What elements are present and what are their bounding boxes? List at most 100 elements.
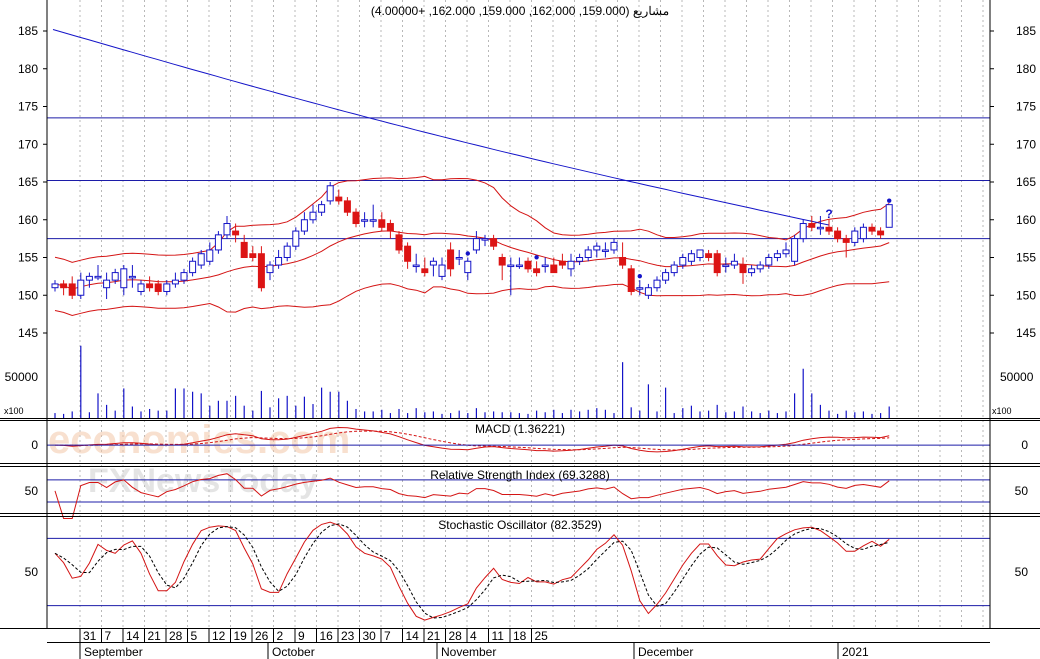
month-label: October <box>272 645 315 659</box>
candle-body <box>335 196 343 202</box>
candles <box>51 182 893 300</box>
candle-body <box>782 249 790 255</box>
candle-body <box>352 211 360 225</box>
candle-body <box>189 260 197 274</box>
date-tick-label: 28 <box>169 629 183 643</box>
stochastic-d-line <box>54 523 890 619</box>
candle-body <box>318 204 326 213</box>
candle-body <box>541 264 549 268</box>
candle-body <box>180 272 188 281</box>
macd-tick-label-right: 0 <box>1021 438 1028 452</box>
candle-body <box>636 287 644 290</box>
price-tick-label-left: 170 <box>18 137 38 151</box>
candle-body <box>361 219 369 222</box>
macd-tick-label-left: 0 <box>31 438 38 452</box>
candle-body <box>404 245 412 262</box>
horizontal-levels <box>47 117 990 240</box>
price-tick-label-left: 160 <box>18 213 38 227</box>
candle-body <box>111 272 119 281</box>
signal-dot <box>637 273 642 279</box>
date-tick-label: 26 <box>255 629 269 643</box>
candle-body <box>223 223 231 236</box>
candle-body <box>120 268 128 289</box>
candle-body <box>670 264 678 274</box>
rsi-line <box>54 473 890 519</box>
price-tick-label-left: 180 <box>18 62 38 76</box>
volume-unit-label-right: x100 <box>992 406 1012 416</box>
candle-body <box>498 257 506 266</box>
date-tick-label: 21 <box>148 629 162 643</box>
candle-body <box>326 185 334 202</box>
candle-body <box>816 226 824 230</box>
candle-body <box>292 230 300 247</box>
candle-body <box>197 253 205 266</box>
volume-tick-label-right: 50000 <box>1000 370 1034 384</box>
candle-body <box>601 249 609 252</box>
candle-body <box>799 223 807 240</box>
candle-body <box>472 238 480 251</box>
signal-dot <box>887 198 892 203</box>
month-label: September <box>84 645 143 659</box>
candle-body <box>834 230 842 240</box>
stochastic-panel-label: Stochastic Oscillator (82.3529) <box>438 518 601 532</box>
bollinger-lower-line <box>54 281 890 317</box>
candle-body <box>885 204 893 228</box>
candle-body <box>146 283 154 289</box>
candle-body <box>713 253 721 274</box>
candle-body <box>438 264 446 277</box>
candle-body <box>447 249 455 270</box>
date-tick-label: 4 <box>470 629 477 643</box>
candle-body <box>429 260 437 266</box>
candle-body <box>748 268 756 274</box>
candle-body <box>154 283 162 292</box>
price-tick-label-left: 165 <box>18 175 38 189</box>
candle-body <box>232 230 240 236</box>
candle-body <box>171 279 179 285</box>
candle-body <box>103 279 111 289</box>
candle-body <box>128 275 136 279</box>
stochastic-tick-label-right: 50 <box>1015 565 1029 579</box>
candle-body <box>77 279 85 296</box>
candle-body <box>386 223 394 232</box>
candle-body <box>300 219 308 232</box>
month-label: December <box>638 645 693 659</box>
candle-body <box>60 283 68 289</box>
moving-average-line <box>52 29 830 226</box>
candle-body <box>576 257 584 262</box>
price-tick-label-left: 150 <box>18 288 38 302</box>
price-tick-label-left: 155 <box>18 251 38 265</box>
candle-body <box>533 268 541 274</box>
candle-body <box>507 264 515 268</box>
price-tick-label-left: 175 <box>18 100 38 114</box>
date-tick-label: 11 <box>492 629 505 643</box>
indicator-panels <box>47 426 990 621</box>
date-tick-label: 12 <box>212 629 226 643</box>
watermark-line1: economies.com <box>48 418 350 462</box>
candle-body <box>240 241 248 258</box>
candle-body <box>490 238 498 247</box>
signal-dot <box>465 251 470 256</box>
candle-body <box>644 287 652 296</box>
candle-body <box>94 275 102 279</box>
price-tick-label-right: 170 <box>1016 137 1036 151</box>
chart-title: مشاريع (159.000, 162.000, 159.000, 162.0… <box>371 4 669 18</box>
date-tick-label: 25 <box>535 629 549 643</box>
candle-body <box>653 279 661 289</box>
candle-body <box>825 226 833 232</box>
date-tick-label: 16 <box>320 629 334 643</box>
price-tick-label-left: 185 <box>18 24 38 38</box>
candle-body <box>524 260 532 270</box>
macd-signal-line <box>55 430 890 451</box>
date-tick-label: 19 <box>234 629 248 643</box>
stochastic-k-line <box>54 521 890 621</box>
bollinger-middle-line <box>54 230 890 290</box>
rsi-panel-label: Relative Strength Index (69.3288) <box>430 468 609 482</box>
price-tick-label-right: 145 <box>1016 326 1036 340</box>
candle-body <box>773 253 781 259</box>
price-tick-label-left: 145 <box>18 326 38 340</box>
candle-body <box>68 283 76 296</box>
candle-body <box>868 226 876 232</box>
